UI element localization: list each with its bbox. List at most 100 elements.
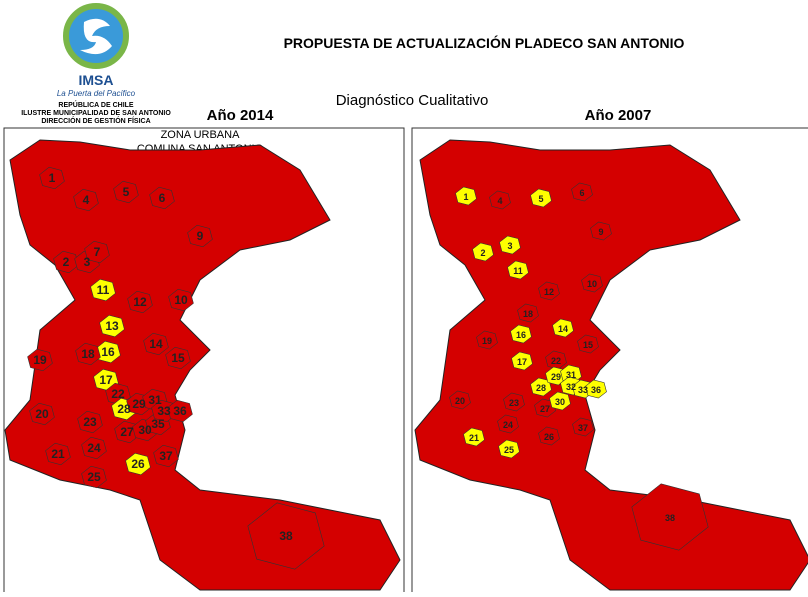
district	[577, 334, 599, 354]
district	[510, 324, 532, 344]
district-label: 20	[455, 396, 465, 406]
district	[497, 414, 519, 434]
district-label: 25	[504, 445, 514, 455]
district-label: 13	[105, 319, 119, 333]
district-label: 12	[133, 295, 147, 309]
district-label: 37	[159, 449, 173, 463]
district-label: 23	[83, 415, 97, 429]
district-label: 22	[551, 356, 561, 366]
district	[517, 303, 539, 323]
district-label: 19	[33, 353, 47, 367]
district-label: 38	[279, 529, 293, 543]
district-label: 3	[84, 255, 91, 269]
org-line: ILUSTRE MUNICIPALIDAD DE SAN ANTONIO	[21, 110, 171, 117]
district	[572, 417, 594, 437]
district-label: 35	[151, 417, 165, 431]
district	[455, 186, 477, 206]
district	[581, 273, 603, 293]
district-label: 15	[171, 351, 185, 365]
district-label: 14	[149, 337, 163, 351]
district-label: 4	[497, 196, 502, 206]
district	[77, 410, 103, 434]
district-label: 28	[117, 402, 131, 416]
district-label: 18	[81, 347, 95, 361]
district	[165, 346, 191, 370]
district	[476, 330, 498, 350]
logo-tagline: La Puerta del Pacífico	[57, 89, 136, 98]
district-label: 33	[157, 404, 171, 418]
org-line: REPÚBLICA DE CHILE	[58, 100, 134, 109]
district	[168, 288, 194, 312]
district	[489, 190, 511, 210]
district	[507, 260, 529, 280]
district-label: 19	[482, 336, 492, 346]
map-year: Año 2014	[207, 107, 274, 124]
org-line: DIRECCIÓN DE GESTIÓN FÍSICA	[41, 116, 150, 125]
district-label: 9	[598, 227, 603, 237]
district-label: 6	[579, 188, 584, 198]
district-label: 29	[551, 372, 561, 382]
district-label: 12	[544, 287, 554, 297]
district	[73, 188, 99, 212]
district	[29, 402, 55, 426]
district-label: 1	[49, 171, 56, 185]
district	[538, 281, 560, 301]
district-label: 7	[94, 245, 101, 259]
district	[503, 392, 525, 412]
district-label: 31	[566, 370, 576, 380]
district-label: 37	[578, 423, 588, 433]
map-silhouette	[4, 139, 401, 591]
district	[81, 436, 107, 460]
district-label: 21	[51, 447, 65, 461]
district-label: 29	[132, 397, 146, 411]
district-label: 25	[87, 470, 101, 484]
district-label: 3	[507, 241, 512, 251]
district	[75, 342, 101, 366]
district-label: 31	[148, 393, 162, 407]
district	[84, 240, 110, 264]
district	[449, 390, 471, 410]
district-label: 36	[591, 385, 601, 395]
district	[125, 452, 151, 476]
district	[167, 399, 193, 423]
district	[90, 278, 116, 302]
map-frame	[411, 127, 808, 597]
district-label: 5	[538, 194, 543, 204]
district-label: 30	[555, 397, 565, 407]
district-label: 24	[503, 420, 513, 430]
district-label: 27	[540, 404, 550, 414]
district-label: 32	[566, 382, 576, 392]
district	[247, 502, 325, 570]
district	[45, 442, 71, 466]
district	[472, 242, 494, 262]
district	[39, 166, 65, 190]
district-label: 6	[159, 191, 166, 205]
district-label: 22	[111, 387, 125, 401]
district-label: 24	[87, 441, 101, 455]
district	[153, 444, 179, 468]
district	[631, 483, 709, 551]
district	[590, 221, 612, 241]
district-label: 18	[523, 309, 533, 319]
logo: IMSA La Puerta del Pacífico	[57, 3, 136, 98]
district-label: 15	[583, 340, 593, 350]
district-label: 17	[99, 373, 113, 387]
district	[113, 180, 139, 204]
district-label: 30	[138, 423, 152, 437]
district-label: 14	[558, 324, 568, 334]
district	[571, 182, 593, 202]
district	[538, 426, 560, 446]
district	[498, 439, 520, 459]
district	[53, 250, 79, 274]
map-silhouette	[414, 139, 808, 591]
district-label: 36	[173, 404, 187, 418]
district	[187, 224, 213, 248]
district-label: 16	[101, 345, 115, 359]
district-label: 2	[63, 255, 70, 269]
district	[27, 348, 53, 372]
district-label: 33	[578, 385, 588, 395]
district-label: 10	[587, 279, 597, 289]
district-label: 5	[123, 185, 130, 199]
district-label: 11	[513, 266, 523, 276]
